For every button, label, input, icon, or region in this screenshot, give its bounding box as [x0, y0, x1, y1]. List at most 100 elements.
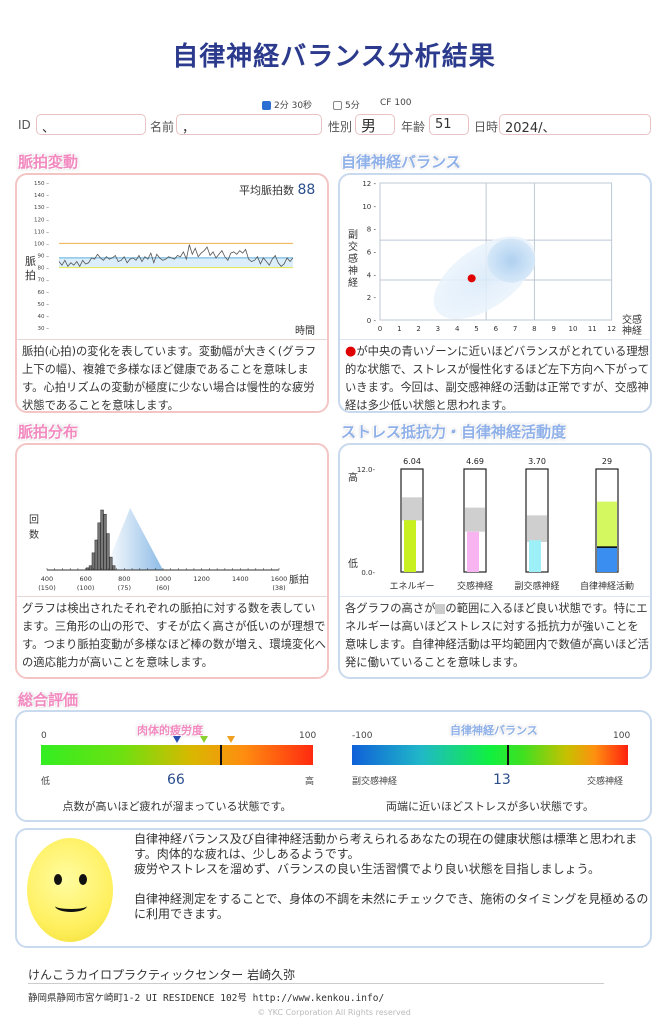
histogram-bar [109, 556, 113, 571]
y-axis-label: 回数 [29, 515, 39, 541]
age-field[interactable]: 51 [429, 114, 469, 135]
name-field[interactable]: ， [176, 114, 322, 136]
y-axis-label: 脈拍 [25, 255, 36, 282]
x-tick-sublabel: (100) [77, 584, 94, 592]
ideal-distribution-triangle [105, 508, 163, 570]
balance-high-label: 交感神経 [587, 777, 624, 787]
y-tick-label: 2 - [367, 294, 377, 302]
cf-readout: CF 100 [380, 98, 412, 108]
reference-marker-icon [200, 736, 209, 743]
footer-divider [28, 983, 604, 984]
bar-value-label: 29 [602, 457, 612, 466]
bar-fill [404, 520, 416, 572]
fatigue-title: 肉体的疲労度 [137, 724, 203, 737]
bar-good-range [402, 497, 422, 521]
checkbox-checked-icon[interactable] [262, 101, 271, 110]
histogram-bar [94, 539, 98, 571]
x-tick-label: 3 [436, 325, 440, 333]
overall-heading: 総合評価 [18, 691, 79, 709]
option-label: 2分 30秒 [274, 101, 313, 111]
gray-range-swatch-icon [435, 604, 446, 614]
option-label: 5分 [345, 101, 360, 111]
balance-note: 両端に近いほどストレスが多い状態です。 [386, 800, 594, 813]
balance-min: -100 [352, 731, 373, 741]
axis-max-label: 12.0- [357, 466, 376, 474]
balance-low-label: 副交感神経 [352, 777, 398, 787]
reference-marker-icon [173, 736, 181, 743]
x-tick-label: 800 [118, 575, 130, 583]
balance-gauge [352, 745, 628, 765]
fatigue-min: 0 [41, 731, 47, 741]
x-tick-sublabel: (150) [38, 584, 55, 592]
y-tick-label: 4 - [367, 271, 377, 279]
y-tick-label: 10 - [362, 203, 376, 211]
y-tick-label: 120 – [34, 217, 49, 223]
clinic-address: 静岡県静岡市宮ケ崎町1-2 UI RESIDENCE 102号 http://w… [28, 993, 385, 1004]
sex-label: 性別 [328, 120, 353, 134]
x-tick-label: 5 [474, 325, 478, 333]
comment-panel: 自律神経バランス及び自律神経活動から考えられるあなたの現在の健康状態は標準と思わ… [15, 828, 652, 948]
balance-needle [506, 745, 509, 765]
bar-good-range [527, 515, 547, 542]
copyright: © YKC Corporation All Rights reserved [257, 1008, 411, 1017]
balance-max: 100 [613, 731, 631, 741]
y-tick-label: 150 – [34, 181, 49, 187]
comment-line: 自律神経測定をすることで、身体の不調を未然にチェックでき、施術のタイミングを見極… [134, 892, 649, 921]
distribution-chart: 400(150) 600(100) 800(75) 1000(60) 1200 1400 1… [38, 508, 287, 592]
bar-category-label: 交感神経 [457, 580, 493, 592]
bar-fill [467, 531, 479, 572]
balance-panel: 0 1 2 3 4 5 6 7 8 9 10 11 12 0 -2 -4 -6 -8 -10 -12 - … [338, 173, 652, 413]
x-tick-label: 2 [416, 325, 420, 333]
name-label: 名前 [150, 120, 175, 134]
balance-score: 13 [493, 772, 511, 788]
y-tick-label: 100 – [34, 241, 49, 247]
id-field[interactable]: 、 [36, 114, 146, 136]
option-5min[interactable]: 5分 [333, 98, 360, 111]
comment-line: 疲労やストレスを溜めず、バランスの良い生活習慣でより良い状態を目指しましょう。 [134, 862, 600, 876]
fatigue-max: 100 [299, 731, 317, 741]
x-tick-label: 6 [494, 325, 499, 333]
measurement-point [467, 274, 476, 283]
x-tick-label: 0 [378, 325, 382, 333]
y-tick-label: 8 - [367, 226, 377, 234]
y-tick-label: 30 – [38, 326, 50, 332]
x-tick-label: 1400 [232, 575, 249, 583]
stress-panel: 12.0- 0.0- 6.04 エネルギー 4.69 交感神経 3.70 副交感神経 29 自律神… [338, 443, 652, 679]
pulse-variation-heading: 脈拍変動 [18, 153, 79, 171]
histogram-bar [88, 565, 93, 571]
balance-chart: 0 1 2 3 4 5 6 7 8 9 10 11 120 -2 -4 -6 -8 -10 -12 - [362, 180, 616, 333]
fatigue-low-label: 低 [41, 777, 51, 787]
y-tick-label: 70 – [38, 278, 50, 284]
normal-band [59, 257, 293, 268]
option-2min30[interactable]: 2分 30秒 [262, 98, 312, 111]
x-tick-sublabel: (38) [272, 584, 285, 592]
bar-value-label: 4.69 [466, 457, 484, 466]
bar-fill [529, 540, 541, 572]
x-axis-label: 交感神経 [622, 315, 642, 337]
histogram-bar [106, 533, 110, 571]
avg-pulse: 平均脈拍数 88 [239, 182, 316, 198]
comment-text: 自律神経バランス及び自律神経活動から考えられるあなたの現在の健康状態は標準と思わ… [134, 832, 649, 922]
x-tick-label: 8 [532, 325, 536, 333]
fatigue-reference-markers [41, 736, 313, 744]
stress-heading: ストレス抵抗力・自律神経活動度 [341, 423, 567, 441]
x-tick-label: 9 [551, 325, 555, 333]
checkbox-unchecked-icon[interactable] [333, 101, 342, 110]
histogram-bar [100, 509, 104, 571]
y-tick-label: 60 – [38, 290, 50, 296]
date-field[interactable]: 2024/、 [499, 114, 651, 136]
age-label: 年齢 [401, 120, 426, 134]
bar-good-range [465, 507, 485, 532]
bar-fill [597, 547, 617, 572]
comment-line: 自律神経バランス及び自律神経活動から考えられるあなたの現在の健康状態は標準と思わ… [134, 832, 638, 861]
pulse-trace [58, 244, 294, 268]
avg-pulse-value: 88 [297, 182, 316, 198]
y-tick-label: 12 - [362, 180, 376, 188]
x-tick-label: 11 [588, 325, 597, 333]
y-tick-label: 50 – [38, 302, 50, 308]
y-tick-label: 6 - [367, 249, 377, 257]
date-label: 日時 [474, 120, 499, 134]
clinic-name: けんこうカイロプラクティックセンター 岩崎久弥 [28, 968, 296, 982]
sex-field[interactable]: 男 [355, 114, 395, 135]
pulse-variation-panel: 150 – 140 – 130 – 120 – 110 – 100 – 90 – 80 – 70… [15, 173, 329, 413]
